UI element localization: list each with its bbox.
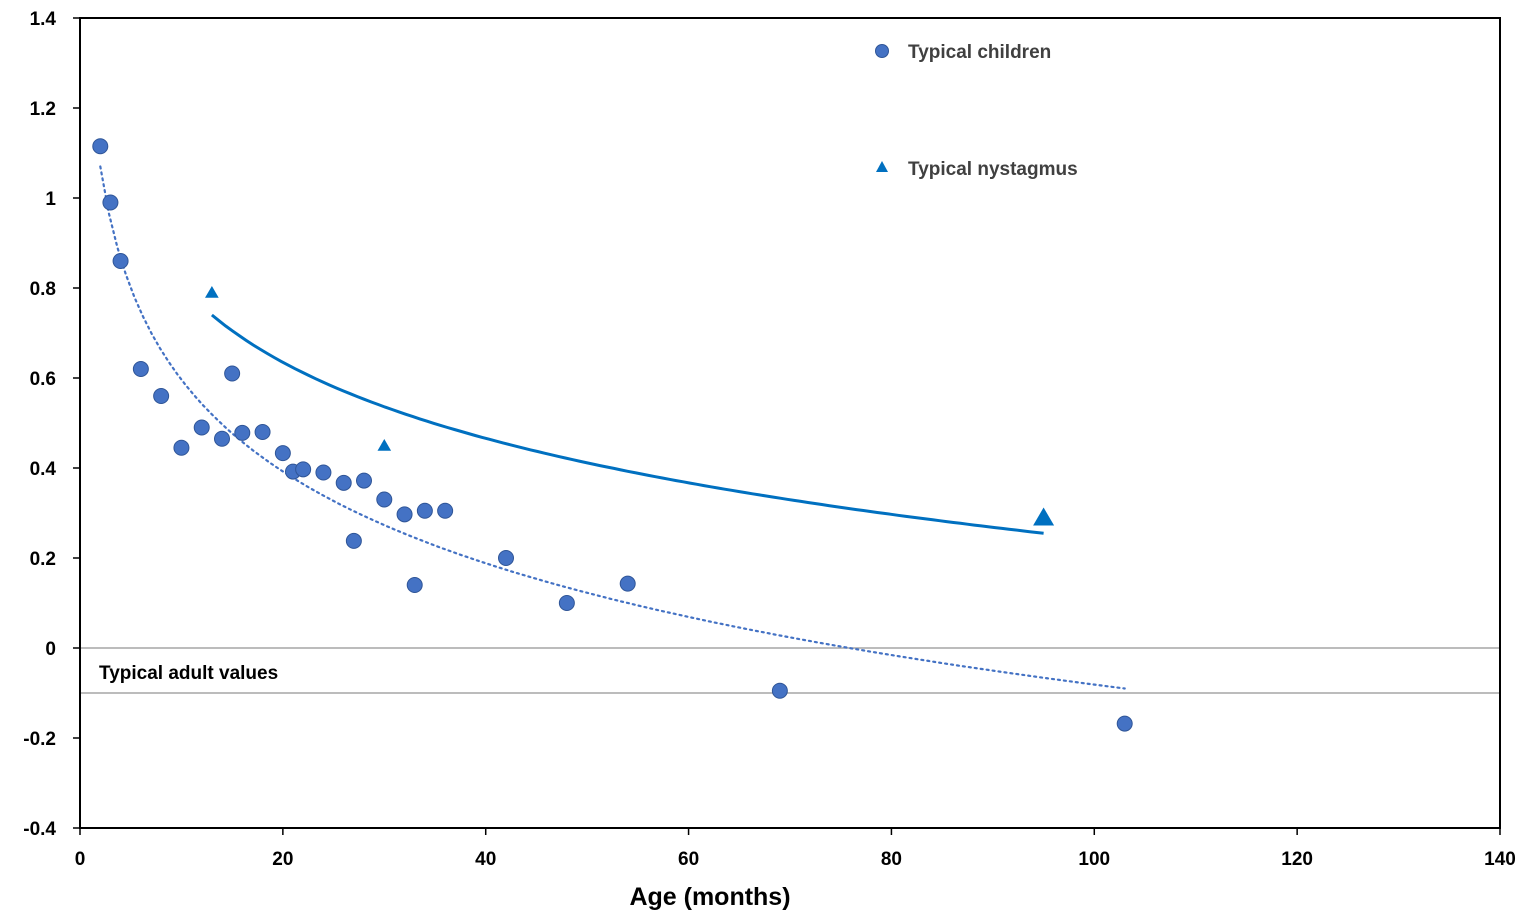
data-point-typical-children <box>254 424 271 440</box>
x-axis-title: Age (months) <box>629 883 790 911</box>
data-point-typical-children <box>153 388 170 404</box>
y-tick-label: 0.2 <box>30 549 56 570</box>
x-tick-label: 100 <box>1078 849 1110 870</box>
x-tick-label: 60 <box>678 849 699 870</box>
data-point-typical-children <box>173 439 190 456</box>
data-point-typical-children <box>274 445 291 462</box>
data-point-typical-children <box>234 424 251 441</box>
data-point-typical-children <box>335 474 352 491</box>
adult-values-band <box>79 647 1501 694</box>
data-point-typical-children <box>416 502 433 519</box>
data-points <box>92 138 1133 732</box>
y-tick-label: -0.2 <box>23 729 56 750</box>
data-point-typical-children <box>498 550 514 566</box>
x-tick-label: 120 <box>1281 849 1313 870</box>
y-tick-label: 1 <box>45 189 56 210</box>
legend-label-typical-nystagmus: Typical nystagmus <box>908 159 1078 180</box>
data-point-typical-children <box>193 419 210 436</box>
data-point-typical-nystagmus <box>1033 507 1055 526</box>
data-point-typical-children <box>132 361 149 377</box>
data-point-typical-children <box>92 138 109 155</box>
x-tick-label: 0 <box>75 849 86 870</box>
x-tick-label: 140 <box>1484 849 1516 870</box>
trendline-typical-children <box>99 165 1126 690</box>
data-point-typical-children <box>1116 715 1133 732</box>
data-point-typical-children <box>376 491 393 508</box>
x-tick-label: 20 <box>272 849 293 870</box>
legend: Typical children Typical nystagmus <box>875 42 1078 180</box>
data-point-typical-children <box>224 365 241 382</box>
legend-label-typical-children: Typical children <box>908 42 1051 63</box>
data-point-typical-nystagmus <box>205 286 219 298</box>
y-tick-label: 0.8 <box>30 279 56 300</box>
data-point-typical-children <box>295 461 312 478</box>
data-point-typical-children <box>315 464 332 481</box>
adult-values-band-label: Typical adult values <box>99 663 278 684</box>
data-point-typical-children <box>558 595 575 611</box>
y-tick-label: 1.2 <box>30 99 56 120</box>
legend-marker-typical-children <box>875 44 889 58</box>
data-point-typical-children <box>356 472 372 489</box>
trendline-typical-nystagmus <box>210 313 1044 535</box>
data-point-typical-children <box>214 430 230 447</box>
y-tick-label: 0.4 <box>30 459 57 480</box>
y-tick-label: 0.6 <box>30 369 56 390</box>
x-tick-label: 80 <box>881 849 902 870</box>
data-point-typical-children <box>771 682 788 699</box>
plot-frame <box>79 17 1501 829</box>
data-point-typical-children <box>619 575 636 592</box>
data-point-typical-children <box>396 506 413 523</box>
data-point-typical-children <box>437 502 454 519</box>
x-tick-label: 40 <box>475 849 496 870</box>
axis-tick-labels: 0 20 40 60 80 100 120 140 -0.4 -0.2 0 0.2 0.4 0.6 0.8 1… <box>23 9 1516 870</box>
data-point-typical-children <box>112 253 129 269</box>
data-point-typical-children <box>406 577 423 593</box>
data-point-typical-nystagmus <box>377 439 392 451</box>
trendlines <box>99 165 1126 690</box>
y-tick-label: 0 <box>45 639 56 660</box>
legend-marker-typical-nystagmus <box>876 161 888 172</box>
y-tick-label: 1.4 <box>30 9 57 30</box>
data-point-typical-children <box>102 194 119 211</box>
data-point-typical-children <box>345 532 362 549</box>
axis-ticks <box>73 17 1501 835</box>
y-tick-label: -0.4 <box>23 819 56 840</box>
